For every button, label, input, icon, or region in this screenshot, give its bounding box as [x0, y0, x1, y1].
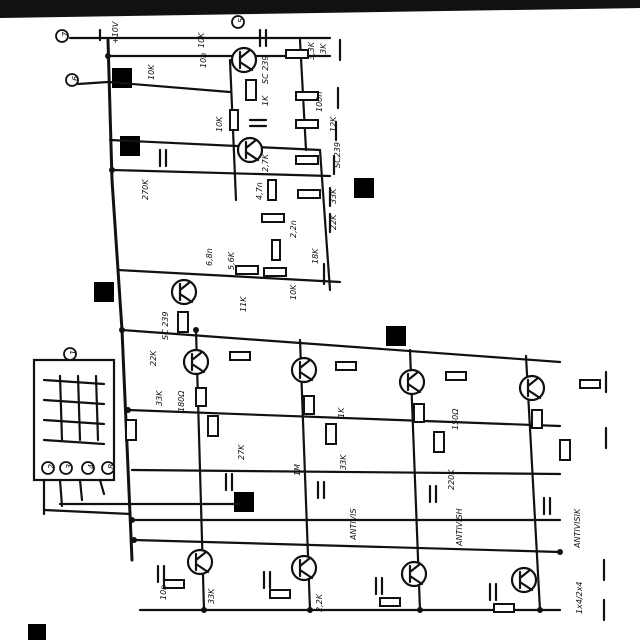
redaction-block	[94, 282, 114, 302]
transistor	[170, 278, 198, 306]
redaction-block	[112, 68, 132, 88]
component-value-label: 10n	[199, 53, 208, 68]
terminal-labels: 7 6 5 1 2 3 4 8	[47, 18, 246, 469]
component-value-label: SC 239	[161, 312, 170, 340]
component-value-label: 10K	[147, 64, 156, 80]
pot-label: ANTIVISH	[455, 508, 464, 547]
component-value-label: 270K	[141, 179, 150, 200]
redaction-block	[28, 624, 46, 640]
component-value-label: 10K	[197, 32, 206, 48]
rotary-switch	[32, 358, 116, 516]
component-value-label: 100n	[315, 92, 324, 112]
transistor	[182, 348, 210, 376]
component-value-label: 6,8n	[205, 248, 214, 266]
component-value-label: 2,7K	[261, 153, 270, 172]
pot-labels: ANTIVIS ANTIVISH ANTIVISIK	[349, 508, 582, 549]
terminal-number-label: 8	[107, 464, 116, 469]
component-value-label: 5,6K	[227, 251, 236, 270]
terminal-number-label: 1	[69, 350, 78, 355]
component-value-labels: 10K 10n 3,3K 3K 10K SC 239 1K 10K 100n 12K 2,7K SC2…	[141, 32, 584, 614]
component-value-label: 10K	[215, 116, 224, 132]
component-value-label: 1x4/2x4	[575, 581, 584, 614]
component-value-label: 150Ω	[451, 408, 460, 430]
redaction-block	[386, 326, 406, 346]
redaction-block	[120, 136, 140, 156]
component-value-label: 10n	[159, 585, 168, 600]
component-value-label: 33K	[329, 188, 338, 204]
transistor	[290, 356, 318, 384]
transistor	[518, 374, 546, 402]
supply-voltage-label: +10V	[111, 21, 120, 44]
component-value-label: 18K	[311, 248, 320, 264]
transistor	[186, 548, 214, 576]
component-value-label: 3,3K	[307, 41, 316, 60]
transistor	[236, 136, 264, 164]
scan-edge	[0, 0, 640, 18]
transistor	[230, 46, 258, 74]
component-value-label: 1M	[293, 464, 302, 476]
terminals	[41, 15, 245, 475]
component-value-label: 220K	[447, 469, 456, 490]
ground-symbols	[322, 38, 608, 622]
terminal-number-label: 3	[65, 464, 74, 469]
transistor	[510, 566, 538, 594]
component-value-label: 180Ω	[177, 390, 186, 412]
transistor	[398, 368, 426, 396]
transistor	[400, 560, 428, 588]
component-value-label: 2,2K	[315, 593, 324, 612]
component-value-label: 33K	[155, 390, 164, 406]
component-value-label: 27K	[237, 444, 246, 460]
wires-main	[42, 28, 562, 612]
component-value-label: 1K	[337, 407, 346, 418]
component-value-label: 22K	[329, 214, 338, 230]
terminal-number-label: 4	[87, 464, 96, 469]
component-value-label: SC239	[333, 142, 342, 168]
component-value-label: 11K	[239, 296, 248, 312]
pot-label: ANTIVIS	[349, 508, 358, 541]
transistor	[290, 554, 318, 582]
terminal-number-label: 5	[237, 18, 246, 23]
component-value-label: 33K	[207, 588, 216, 604]
component-value-label: 22K	[149, 350, 158, 366]
component-value-label: 10K	[289, 284, 298, 300]
component-value-label: 4,7n	[255, 182, 264, 200]
component-value-label: SC 239	[261, 56, 270, 84]
junctions	[105, 53, 563, 613]
terminal-number-label: 7	[61, 31, 70, 37]
terminal-number-label: 6	[71, 76, 80, 81]
redaction-block	[354, 178, 374, 198]
terminal-number-label: 2	[47, 464, 56, 469]
pot-label: ANTIVISIK	[573, 508, 582, 549]
capacitors	[156, 28, 552, 602]
component-value-label: 2,2n	[289, 220, 298, 238]
component-value-label: 33K	[339, 454, 348, 470]
resistors	[125, 49, 601, 613]
component-value-label: 3K	[319, 43, 328, 54]
redaction-block	[234, 492, 254, 512]
component-value-label: 12K	[329, 116, 338, 132]
component-value-label: 1K	[261, 95, 270, 106]
